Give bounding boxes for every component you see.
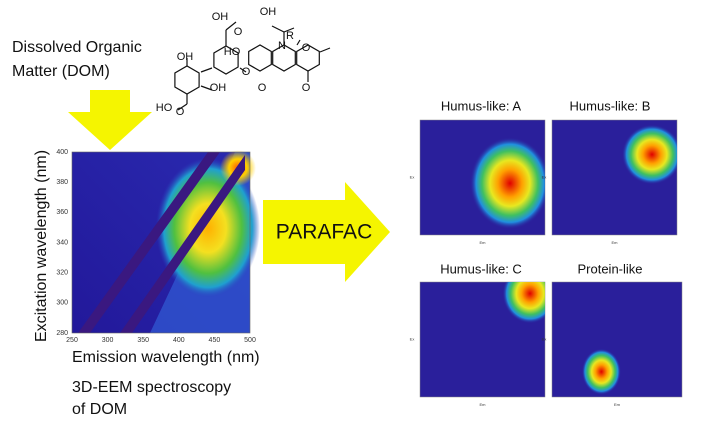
scatter-band [78, 152, 220, 333]
ring [174, 65, 200, 95]
x-tick-label: 500 [244, 337, 256, 344]
x-tick-label: 400 [173, 337, 185, 344]
method-label: PARAFAC [276, 221, 372, 244]
header-line: Dissolved Organic [12, 39, 142, 56]
atom-label: N [278, 40, 286, 52]
x-tick-label: 350 [137, 337, 149, 344]
atom-label: O [176, 106, 185, 118]
panel-y-label: Ex [410, 337, 415, 342]
component-peak [622, 124, 677, 185]
atom-label: O [302, 82, 311, 94]
panel-title: Protein-like [577, 261, 642, 276]
y-tick-label: 320 [56, 270, 68, 277]
ring [248, 44, 272, 72]
bond [200, 85, 213, 91]
y-tick-label: 300 [56, 300, 68, 307]
bond [296, 39, 301, 46]
panel-x-label: Em [480, 402, 487, 407]
panel-y-label: Ex [542, 175, 547, 180]
heatmap-frame [71, 151, 251, 334]
bond [225, 21, 237, 31]
bond [319, 47, 331, 53]
eem-heatmap [71, 150, 260, 334]
panel-x-label: Em [480, 240, 487, 245]
scatter-band [120, 155, 245, 333]
y-tick-label: 340 [56, 239, 68, 246]
header-line: Matter (DOM) [12, 63, 110, 80]
panel-x-label: Em [612, 240, 619, 245]
atom-label: O [258, 82, 267, 94]
atom-label: OH [212, 11, 229, 23]
atom-label: O [302, 42, 311, 54]
y-tick-label: 280 [56, 330, 68, 337]
caption-line: of DOM [72, 401, 127, 418]
down-arrow [68, 90, 152, 150]
atom-label: OH [210, 82, 227, 94]
x-axis-label: Emission wavelength (nm) [72, 349, 260, 366]
y-tick-label: 400 [56, 149, 68, 156]
panel-title: Humus-like: C [440, 261, 522, 276]
bond [200, 67, 213, 73]
x-tick-label: 450 [209, 337, 221, 344]
parafac-arrow [263, 182, 390, 282]
caption-line: 3D-EEM spectroscopy [72, 379, 231, 396]
bond [283, 27, 295, 33]
chemical-structure [174, 21, 331, 111]
panel-y-label: Ex [542, 337, 547, 342]
atom-label: O [242, 66, 251, 78]
panel-title: Humus-like: A [441, 98, 522, 113]
x-tick-label: 300 [102, 337, 114, 344]
component-peak [470, 137, 545, 230]
atom-label: HO [156, 102, 173, 114]
atom-label: O [234, 26, 243, 38]
panel-y-label: Ex [410, 175, 415, 180]
atom-label: OH [260, 6, 277, 18]
atom-label: OH [177, 51, 194, 63]
y-tick-label: 360 [56, 209, 68, 216]
panel-title: Humus-like: B [570, 98, 651, 113]
panel-x-label: Em [614, 402, 621, 407]
ring [213, 45, 239, 75]
y-axis-label: Excitation wavelength (nm) [33, 150, 50, 342]
bond [271, 25, 285, 33]
x-tick-label: 250 [66, 337, 78, 344]
component-peak [581, 348, 621, 395]
bond [239, 67, 247, 73]
y-tick-label: 380 [56, 179, 68, 186]
bond [177, 103, 188, 111]
ring [272, 44, 296, 72]
atom-label: HO [224, 46, 241, 58]
component-peak [502, 282, 545, 324]
atom-label: R [286, 30, 294, 42]
